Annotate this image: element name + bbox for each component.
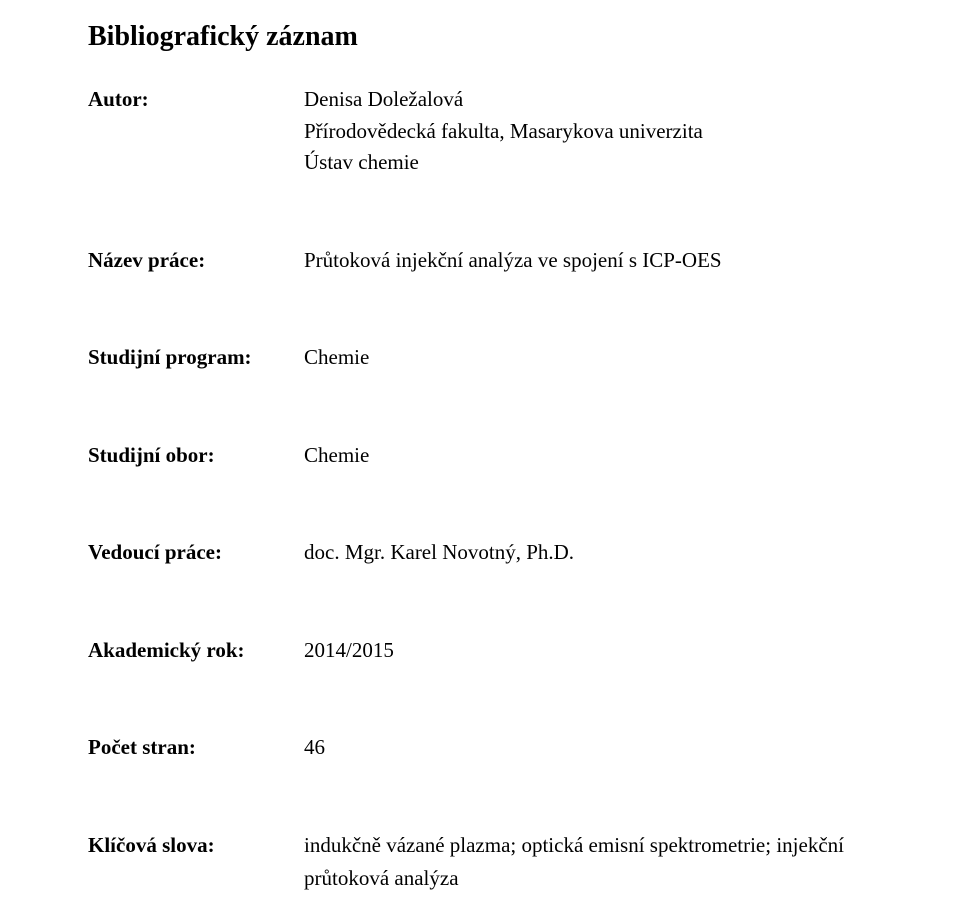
page-title: Bibliografický záznam [88,16,872,58]
title-text: Průtoková injekční analýza ve spojení s … [304,245,872,277]
keywords-row: Klíčová slova: indukčně vázané plazma; o… [88,830,872,895]
document-page: Bibliografický záznam Autor: Denisa Dole… [0,0,960,895]
supervisor-label: Vedoucí práce: [88,537,304,569]
keywords-line-2: průtoková analýza [304,863,872,895]
author-value: Denisa Doležalová Přírodovědecká fakulta… [304,84,872,179]
author-name: Denisa Doležalová [304,84,872,116]
keywords-line-1: indukčně vázané plazma; optická emisní s… [304,830,872,862]
program-label: Studijní program: [88,342,304,374]
author-faculty: Přírodovědecká fakulta, Masarykova unive… [304,116,872,148]
keywords-label: Klíčová slova: [88,830,304,862]
keywords-value: indukčně vázané plazma; optická emisní s… [304,830,872,895]
title-value: Průtoková injekční analýza ve spojení s … [304,245,872,277]
year-value: 2014/2015 [304,635,872,667]
supervisor-text: doc. Mgr. Karel Novotný, Ph.D. [304,537,872,569]
title-label: Název práce: [88,245,304,277]
program-row: Studijní program: Chemie [88,342,872,374]
program-text: Chemie [304,342,872,374]
year-text: 2014/2015 [304,635,872,667]
field-value: Chemie [304,440,872,472]
title-row: Název práce: Průtoková injekční analýza … [88,245,872,277]
pages-label: Počet stran: [88,732,304,764]
pages-value: 46 [304,732,872,764]
supervisor-row: Vedoucí práce: doc. Mgr. Karel Novotný, … [88,537,872,569]
year-row: Akademický rok: 2014/2015 [88,635,872,667]
program-value: Chemie [304,342,872,374]
author-label: Autor: [88,84,304,116]
pages-row: Počet stran: 46 [88,732,872,764]
pages-text: 46 [304,732,872,764]
supervisor-value: doc. Mgr. Karel Novotný, Ph.D. [304,537,872,569]
author-row: Autor: Denisa Doležalová Přírodovědecká … [88,84,872,179]
field-row: Studijní obor: Chemie [88,440,872,472]
field-label: Studijní obor: [88,440,304,472]
year-label: Akademický rok: [88,635,304,667]
author-department: Ústav chemie [304,147,872,179]
field-text: Chemie [304,440,872,472]
